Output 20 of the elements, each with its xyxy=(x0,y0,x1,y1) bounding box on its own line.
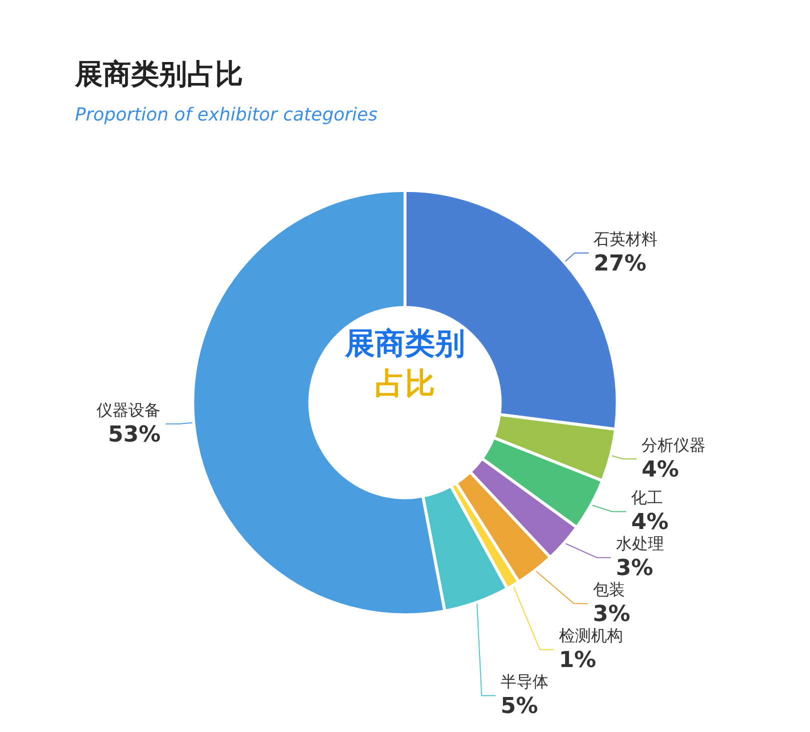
data-label: 4% xyxy=(642,457,679,482)
text: 展商类别 xyxy=(344,326,465,362)
slice-label: 包装 xyxy=(592,580,625,600)
slice-label: 石英材料 xyxy=(594,229,658,248)
chart-title: 展商类别占比 xyxy=(74,58,243,90)
slice-label: 分析仪器 xyxy=(642,435,706,454)
data-label: 5% xyxy=(500,694,538,720)
data-label: 3% xyxy=(616,556,654,582)
data-label: 3% xyxy=(592,602,630,628)
chart-subtitle: Proportion of exhibitor categories xyxy=(75,104,378,126)
data-label: 4% xyxy=(631,510,669,536)
slice-label: 化工 xyxy=(631,488,664,508)
slice-label: 半导体 xyxy=(500,672,549,692)
slice-label: 水处理 xyxy=(616,534,664,554)
data-label: 1% xyxy=(558,648,596,674)
slice-label: 仪器设备 xyxy=(96,400,161,420)
text: 占比 xyxy=(375,366,435,402)
data-label: 27% xyxy=(594,251,646,276)
data-label: 53% xyxy=(108,422,161,448)
slice-label: 检测机构 xyxy=(558,626,623,646)
